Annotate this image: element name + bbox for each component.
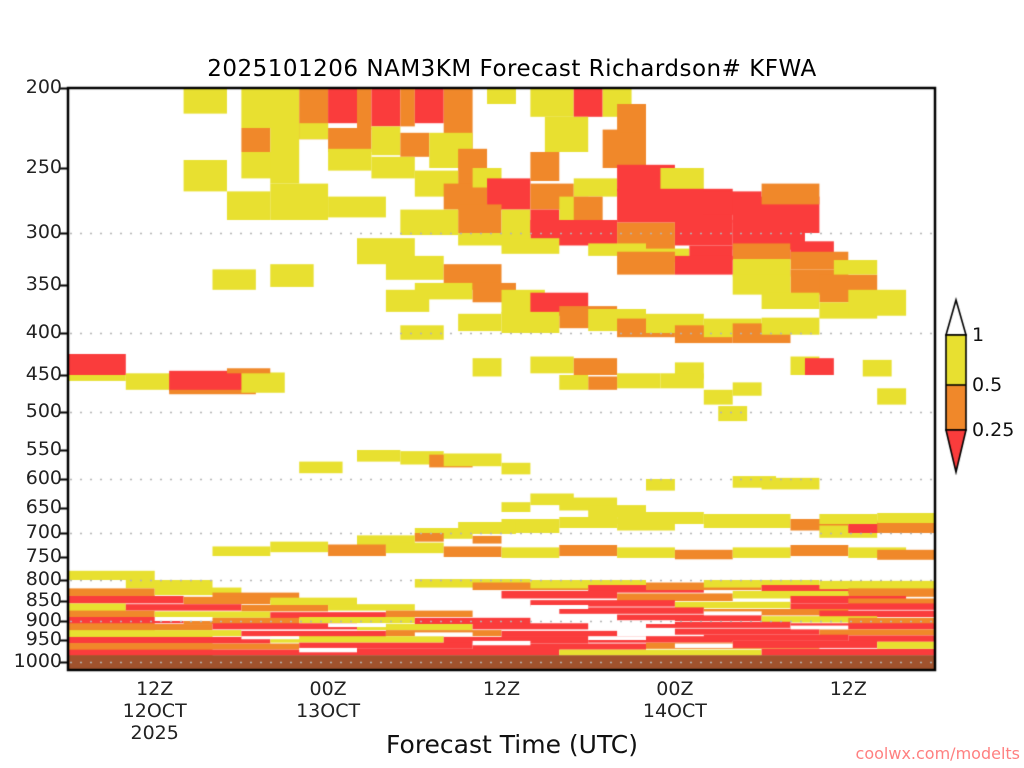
y-tick-label-600: 600 (25, 467, 62, 489)
x-tick-line-l2: 13OCT (296, 700, 361, 722)
y-tick-label-950: 950 (25, 628, 62, 650)
y-tick-label-550: 550 (25, 438, 62, 460)
x-tick-line-l1: 00Z (656, 678, 694, 700)
y-tick-label-400: 400 (25, 321, 62, 343)
y-tick-label-750: 750 (25, 545, 62, 567)
x-tick-label-4: 12Z (778, 678, 918, 700)
colorbar-level-0.25: 0.25 (972, 419, 1015, 441)
colorbar-level-0.5: 0.5 (972, 374, 1003, 396)
x-tick-line-l1: 12Z (136, 678, 174, 700)
y-tick-label-900: 900 (25, 609, 62, 631)
x-tick-line-l1: 00Z (309, 678, 347, 700)
y-tick-label-850: 850 (25, 589, 62, 611)
x-tick-label-0: 12Z 12OCT 2025 (85, 678, 225, 744)
x-axis-title: Forecast Time (UTC) (386, 730, 638, 759)
y-tick-label-650: 650 (25, 496, 62, 518)
x-tick-line-l2: 12OCT (122, 700, 187, 722)
y-tick-label-200: 200 (25, 76, 62, 98)
x-tick-line-l2: 14OCT (642, 700, 707, 722)
x-tick-label-2: 12Z (432, 678, 572, 700)
x-tick-label-1: 00Z 13OCT (258, 678, 398, 722)
x-tick-line-l1: 12Z (829, 678, 867, 700)
y-axis-tick-labels: 200 250 300 350 400 450 500 550 600 650 700 750 800 8… (0, 0, 62, 700)
colorbar-level-1: 1 (972, 324, 985, 346)
x-tick-line-l1: 12Z (482, 678, 521, 700)
y-tick-label-450: 450 (25, 363, 62, 385)
y-tick-label-250: 250 (25, 156, 62, 178)
y-tick-label-300: 300 (25, 221, 62, 243)
y-tick-label-500: 500 (25, 400, 62, 422)
y-tick-label-800: 800 (25, 568, 62, 590)
y-tick-label-1000: 1000 (13, 650, 62, 672)
x-tick-line-l3: 2025 (130, 722, 179, 744)
y-tick-label-700: 700 (25, 521, 62, 543)
y-tick-label-350: 350 (25, 273, 62, 295)
watermark-link[interactable]: coolwx.com/modelts (855, 744, 1020, 763)
chart-title: 2025101206 NAM3KM Forecast Richardson# K… (207, 56, 817, 82)
x-tick-label-3: 00Z 14OCT (605, 678, 745, 722)
